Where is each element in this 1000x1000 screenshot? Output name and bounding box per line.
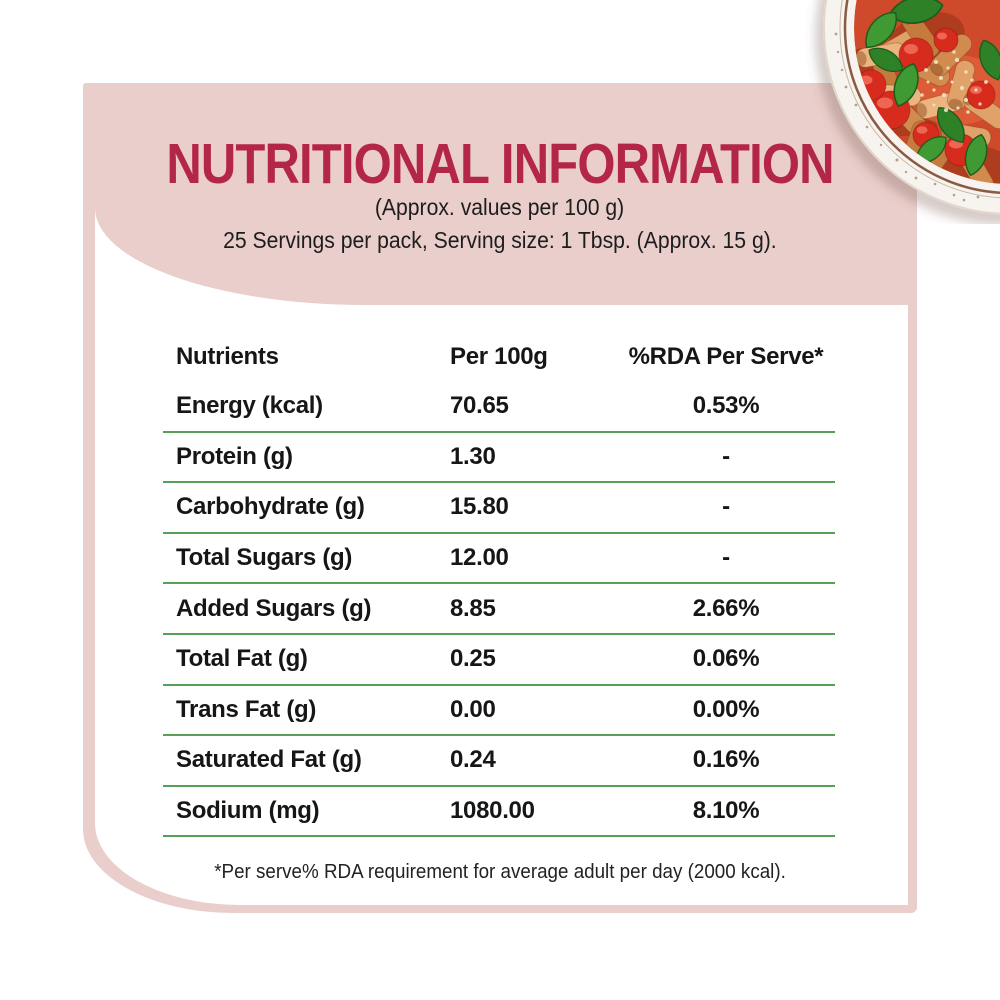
table-panel-bg <box>95 208 908 905</box>
nutrient-name-cell: Total Sugars (g) <box>176 544 353 572</box>
column-header-rda-per-serve: %RDA Per Serve* <box>628 342 824 370</box>
rda-per-serve-cell: 0.06% <box>692 645 760 673</box>
header-curve <box>95 83 917 305</box>
nutrient-name-cell: Saturated Fat (g) <box>176 746 362 774</box>
table-row: Added Sugars (g) 8.85 2.66% <box>163 584 835 635</box>
table-row: Total Sugars (g) 12.00 - <box>163 534 835 585</box>
rda-per-serve-cell: - <box>722 544 730 572</box>
rda-per-serve-cell: 2.66% <box>692 594 760 622</box>
nutrient-name-cell: Protein (g) <box>176 442 293 470</box>
rda-per-serve-cell: 8.10% <box>692 797 760 825</box>
subtitle-servings: 25 Servings per pack, Serving size: 1 Tb… <box>223 227 777 253</box>
page-title: NUTRITIONAL INFORMATION <box>83 132 917 198</box>
nutrient-name-cell: Sodium (mg) <box>176 797 320 825</box>
rda-per-serve-cell: - <box>722 442 730 470</box>
table-row: Protein (g) 1.30 - <box>163 433 835 484</box>
rda-per-serve-cell: 0.00% <box>692 695 760 723</box>
nutrient-name-cell: Trans Fat (g) <box>176 695 317 723</box>
per-100g-cell: 15.80 <box>450 493 509 521</box>
per-100g-cell: 70.65 <box>450 392 509 420</box>
table-body: Energy (kcal) 70.65 0.53% Protein (g) 1.30- C… <box>163 382 835 838</box>
footnote: *Per serve% RDA requirement for average … <box>214 861 786 883</box>
table-row: Trans Fat (g) 0.00 0.00% <box>163 686 835 737</box>
table-row: Total Fat (g) 0.25 0.06% <box>163 635 835 686</box>
nutrient-name-cell: Carbohydrate (g) <box>176 493 365 521</box>
nutrient-name-cell: Added Sugars (g) <box>176 594 372 622</box>
nutrition-card: NUTRITIONAL INFORMATION (Approx. values … <box>83 83 917 913</box>
parmesan-sprinkles <box>920 50 988 114</box>
per-100g-cell: 8.85 <box>450 594 496 622</box>
nutrition-table: Nutrients Per 100g %RDA Per Serve* Energ… <box>163 331 835 838</box>
column-header-nutrients: Nutrients <box>176 342 279 370</box>
per-100g-cell: 1080.00 <box>450 797 535 825</box>
table-row: Carbohydrate (g) 15.80 - <box>163 483 835 534</box>
page-title-text: NUTRITIONAL INFORMATION <box>166 132 834 196</box>
rda-per-serve-cell: - <box>722 493 730 521</box>
nutrient-name-cell: Energy (kcal) <box>176 392 323 420</box>
per-100g-cell: 1.30 <box>450 442 496 470</box>
column-header-per-100g: Per 100g <box>450 342 548 370</box>
table-row: Sodium (mg) 1080.00 8.10% <box>163 787 835 838</box>
per-100g-cell: 12.00 <box>450 544 509 572</box>
table-row: Energy (kcal) 70.65 0.53% <box>163 382 835 433</box>
subtitle-approx-values: (Approx. values per 100 g) <box>375 194 625 220</box>
rda-per-serve-cell: 0.53% <box>692 392 760 420</box>
nutrient-name-cell: Total Fat (g) <box>176 645 308 673</box>
table-header-row: Nutrients Per 100g %RDA Per Serve* <box>163 331 835 382</box>
table-row: Saturated Fat (g) 0.24 0.16% <box>163 736 835 787</box>
per-100g-cell: 0.25 <box>450 645 496 673</box>
per-100g-cell: 0.24 <box>450 746 496 774</box>
per-100g-cell: 0.00 <box>450 695 496 723</box>
rda-per-serve-cell: 0.16% <box>692 746 760 774</box>
